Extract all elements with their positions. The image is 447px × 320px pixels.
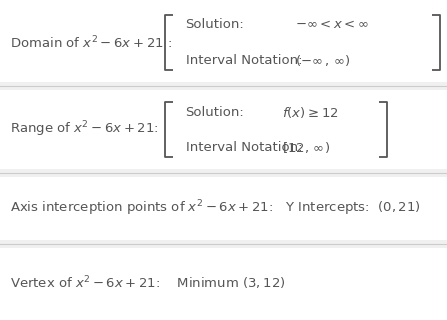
FancyBboxPatch shape [0,174,447,243]
FancyBboxPatch shape [0,88,447,171]
Text: Vertex of $x^2 - 6x + 21$:    Minimum $(3, 12)$: Vertex of $x^2 - 6x + 21$: Minimum $(3, … [10,275,285,292]
Text: $-\infty < x < \infty$: $-\infty < x < \infty$ [295,19,369,31]
FancyBboxPatch shape [0,169,447,177]
Text: Axis interception points of $x^2 - 6x + 21$:   Y Intercepts:  $(0, 21)$: Axis interception points of $x^2 - 6x + … [10,199,421,219]
Text: Solution:: Solution: [186,19,244,31]
FancyBboxPatch shape [0,246,447,320]
Text: Solution:: Solution: [186,106,244,118]
Text: $[12,\,\infty)$: $[12,\,\infty)$ [282,140,329,155]
FancyBboxPatch shape [0,82,447,90]
Text: $f(x) \geq 12$: $f(x) \geq 12$ [282,105,338,119]
Text: Range of $x^2 - 6x + 21$:: Range of $x^2 - 6x + 21$: [10,120,159,140]
FancyBboxPatch shape [0,240,447,248]
Text: Domain of $x^2 - 6x + 21$ :: Domain of $x^2 - 6x + 21$ : [10,34,172,51]
Text: Interval Notation:: Interval Notation: [186,141,302,154]
Text: Interval Notation:: Interval Notation: [186,54,302,67]
Text: $(-\infty\,,\,\infty)$: $(-\infty\,,\,\infty)$ [295,53,350,68]
FancyBboxPatch shape [0,0,447,85]
